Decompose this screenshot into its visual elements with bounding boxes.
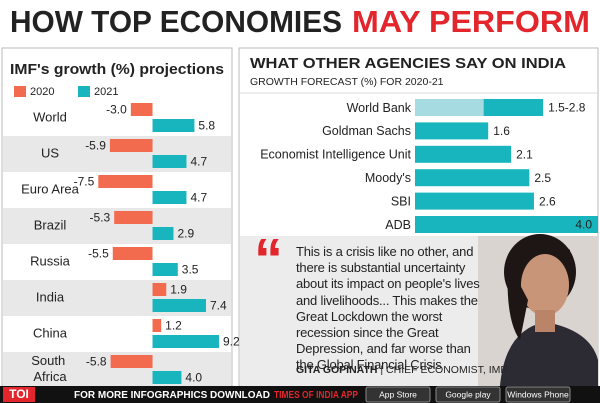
store-badge: [435, 386, 501, 403]
category-label: Goldman Sachs: [322, 124, 411, 138]
chart-title: IMF's growth (%) projections: [10, 61, 224, 78]
value-label: 4.0: [185, 371, 202, 385]
value-label: 4.7: [190, 191, 207, 205]
bar: [130, 103, 153, 116]
value-label: 1.2: [165, 319, 182, 333]
value-label: 1.6: [493, 124, 510, 138]
value-label: 9.2: [223, 335, 240, 349]
category-label: ADB: [385, 218, 411, 232]
category-label: World Bank: [347, 101, 412, 115]
author-role: | CHIEF ECONOMIST, IMF: [377, 364, 507, 376]
portrait: [478, 234, 598, 386]
value-label: -5.5: [88, 247, 109, 261]
value-label: -3.0: [106, 103, 127, 117]
category-label: Brazil: [34, 217, 67, 232]
bar: [152, 299, 206, 312]
bar: [152, 191, 187, 204]
legend-label: 2021: [94, 86, 118, 98]
category-label: Euro Area: [21, 181, 80, 196]
value-label: 5.8: [198, 119, 215, 133]
chart-subtitle: GROWTH FORECAST (%) FOR 2020-21: [250, 76, 444, 88]
value-label: 4.7: [190, 155, 207, 169]
category-label: World: [33, 109, 67, 124]
legend-swatch: [78, 86, 90, 97]
store-badge-label: Google play: [445, 389, 491, 399]
quote-mark: “: [254, 227, 283, 292]
logo: TOI: [9, 387, 29, 401]
value-label: -5.3: [90, 211, 111, 225]
value-label: 3.5: [182, 263, 199, 277]
bar: [152, 263, 178, 276]
category-line: Africa: [33, 369, 67, 384]
category-label: China: [33, 325, 68, 340]
legend-label: 2020: [30, 86, 54, 98]
quote-author: GITA GOPINATH | CHIEF ECONOMIST, IMF: [296, 364, 507, 376]
bar: [109, 139, 153, 152]
quote-text: This is a crisis like no other, and ther…: [296, 244, 480, 373]
bar: [152, 283, 167, 296]
value-label: 2.9: [177, 227, 194, 241]
bar: [415, 216, 598, 233]
bar: [152, 319, 162, 332]
bar: [112, 247, 153, 260]
category-label: Russia: [30, 253, 71, 268]
chart-title: WHAT OTHER AGENCIES SAY ON INDIA: [250, 55, 566, 72]
value-label: 2.6: [539, 194, 556, 208]
bar: [152, 371, 182, 384]
category-label: SBI: [391, 194, 411, 208]
bar: [98, 175, 153, 188]
bar: [415, 169, 530, 187]
value-label: 2.5: [534, 171, 551, 185]
footer-app: TIMES OF INDIA APP: [274, 389, 358, 401]
bar: [152, 335, 219, 348]
footer-text: FOR MORE INFOGRAPHICS DOWNLOAD: [74, 389, 270, 401]
legend-swatch: [14, 86, 26, 97]
store-badge-label: Windows Phone: [507, 389, 569, 399]
value-label: -7.5: [74, 175, 95, 189]
bar: [415, 145, 512, 163]
title-main: HOW TOP ECONOMIES: [10, 4, 342, 39]
value-label: 4.0: [575, 218, 592, 232]
value-label: -5.8: [86, 355, 107, 369]
value-label: 1.9: [170, 283, 187, 297]
bar: [152, 119, 195, 132]
category-label: Economist Intelligence Unit: [260, 148, 411, 162]
value-label: 2.1: [516, 147, 533, 161]
bar-low: [415, 99, 484, 116]
bar: [152, 155, 187, 168]
category-label: US: [41, 145, 59, 160]
bar: [152, 227, 174, 240]
store-badge: [505, 386, 571, 403]
category-label: Moody's: [365, 171, 411, 185]
category-label: South Africa: [31, 353, 69, 384]
value-label: 7.4: [210, 299, 227, 313]
bar: [110, 355, 153, 368]
value-label: 1.5-2.8: [548, 101, 586, 115]
logo-box: [3, 387, 35, 402]
bar: [415, 122, 489, 140]
bar: [415, 192, 534, 210]
bar-range: [483, 99, 544, 116]
store-badge: [365, 386, 431, 403]
author-name: GITA GOPINATH: [296, 364, 378, 376]
category-label: India: [36, 289, 65, 304]
store-badge-label: App Store: [379, 389, 417, 399]
bar: [114, 211, 153, 224]
value-label: -5.9: [85, 139, 106, 153]
title-highlight: MAY PERFORM: [352, 4, 590, 39]
category-line: South: [31, 353, 69, 368]
